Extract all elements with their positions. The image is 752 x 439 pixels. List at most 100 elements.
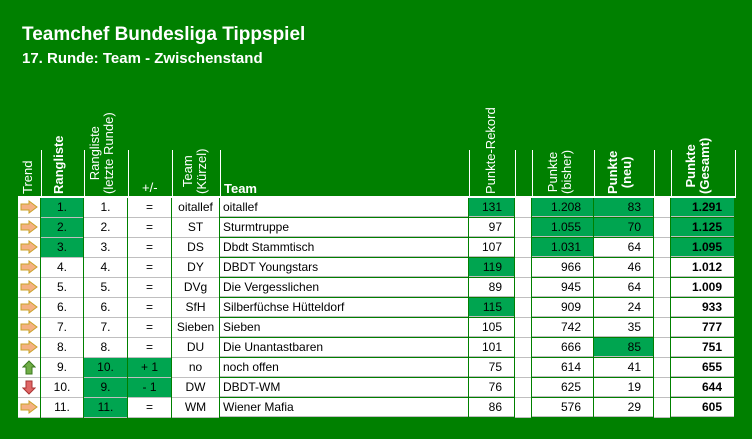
spacer-cell — [515, 398, 531, 418]
points-bisher-cell: 945 — [532, 278, 593, 297]
header-team: Team — [224, 181, 257, 196]
rekord-cell: 131 — [469, 198, 514, 217]
arrow-right-icon — [18, 200, 40, 214]
trend-cell — [18, 378, 40, 398]
arrow-right-icon — [18, 340, 40, 354]
spacer-cell — [654, 338, 670, 358]
rank-cell: 2. — [41, 218, 83, 238]
header-separator — [594, 150, 595, 196]
diff-cell: = — [128, 298, 171, 318]
trend-cell — [18, 238, 40, 258]
rekord-cell: 119 — [469, 258, 514, 277]
header-neu: Punkte (neu) — [605, 150, 634, 194]
table-row: 7. 7. = Sieben Sieben 105 742 35 777 — [18, 318, 734, 338]
arrow-right-icon — [18, 280, 40, 294]
last-rank-cell: 1. — [84, 198, 127, 218]
diff-cell: - 1 — [128, 378, 171, 398]
rank-cell: 5. — [41, 278, 83, 298]
points-bisher-cell: 966 — [532, 258, 593, 277]
trend-cell — [18, 198, 40, 218]
last-rank-cell: 8. — [84, 338, 127, 358]
spacer-cell — [515, 218, 531, 238]
team-name-cell: Die Vergesslichen — [220, 278, 468, 297]
header-team-short: Team (Kürzel) — [180, 148, 209, 194]
rank-cell: 9. — [41, 358, 83, 378]
header-separator — [654, 150, 655, 196]
rank-cell: 11. — [41, 398, 83, 418]
rekord-cell: 89 — [469, 278, 514, 297]
points-bisher-cell: 666 — [532, 338, 593, 357]
diff-cell: = — [128, 278, 171, 298]
points-bisher-cell: 625 — [532, 378, 593, 397]
diff-cell: = — [128, 238, 171, 258]
rekord-cell: 107 — [469, 238, 514, 257]
trend-cell — [18, 358, 40, 378]
points-bisher-cell: 1.208 — [532, 198, 593, 217]
table-row: 9. 10. + 1 no noch offen 75 614 41 655 — [18, 358, 734, 378]
last-rank-cell: 5. — [84, 278, 127, 298]
page-subtitle: 17. Runde: Team - Zwischenstand — [22, 50, 263, 67]
spacer-cell — [654, 358, 670, 378]
diff-cell: = — [128, 338, 171, 358]
header-separator — [469, 150, 470, 196]
team-name-cell: Dbdt Stammtisch — [220, 238, 468, 257]
header-separator — [41, 150, 42, 196]
arrow-right-icon — [18, 260, 40, 274]
header-gesamt: Punkte (Gesamt) — [683, 137, 712, 194]
table-row: 2. 2. = ST Sturmtruppe 97 1.055 70 1.125 — [18, 218, 734, 238]
header-separator — [172, 150, 173, 196]
table-row: 8. 8. = DU Die Unantastbaren 101 666 85 751 — [18, 338, 734, 358]
table-row: 6. 6. = SfH Silberfüchse Hütteldorf 115 909 24 9… — [18, 298, 734, 318]
page-title: Teamchef Bundesliga Tippspiel — [22, 24, 306, 45]
team-name-cell: DBDT-WM — [220, 378, 468, 397]
team-name-cell: oitallef — [220, 198, 468, 217]
points-neu-cell: 64 — [594, 238, 653, 257]
trend-cell — [18, 278, 40, 298]
trend-cell — [18, 398, 40, 418]
arrow-right-icon — [18, 400, 40, 414]
header-separator — [735, 150, 736, 196]
team-short-cell: SfH — [172, 298, 219, 318]
last-rank-cell: 2. — [84, 218, 127, 238]
team-name-cell: noch offen — [220, 358, 468, 377]
points-neu-cell: 24 — [594, 298, 653, 317]
points-neu-cell: 29 — [594, 398, 653, 417]
arrow-down-icon — [18, 380, 40, 395]
rekord-cell: 86 — [469, 398, 514, 417]
header-trend: Trend — [20, 160, 35, 194]
spacer-cell — [515, 358, 531, 378]
last-rank-cell: 3. — [84, 238, 127, 258]
table-row: 11. 11. = WM Wiener Mafia 86 576 29 605 — [18, 398, 734, 418]
spacer-cell — [515, 378, 531, 398]
header-rekord: Punkte-Rekord — [483, 107, 498, 194]
points-gesamt-cell: 655 — [671, 358, 734, 377]
points-gesamt-cell: 1.095 — [671, 238, 734, 257]
rank-cell: 1. — [41, 198, 83, 218]
rank-cell: 7. — [41, 318, 83, 338]
team-name-cell: Silberfüchse Hütteldorf — [220, 298, 468, 317]
last-rank-cell: 10. — [84, 358, 127, 378]
spacer-cell — [654, 378, 670, 398]
spacer-cell — [515, 298, 531, 318]
spacer-cell — [654, 298, 670, 318]
team-short-cell: oitallef — [172, 198, 219, 218]
trend-cell — [18, 258, 40, 278]
header-rule — [18, 196, 736, 198]
points-neu-cell: 70 — [594, 218, 653, 237]
points-gesamt-cell: 1.009 — [671, 278, 734, 297]
arrow-right-icon — [18, 220, 40, 234]
spacer-cell — [515, 318, 531, 338]
table-row: 10. 9. - 1 DW DBDT-WM 76 625 19 644 — [18, 378, 734, 398]
points-neu-cell: 19 — [594, 378, 653, 397]
points-neu-cell: 85 — [594, 338, 653, 357]
points-neu-cell: 35 — [594, 318, 653, 337]
rekord-cell: 75 — [469, 358, 514, 377]
points-gesamt-cell: 751 — [671, 338, 734, 357]
spacer-cell — [515, 258, 531, 278]
header-plusminus: +/- — [142, 180, 158, 195]
rekord-cell: 115 — [469, 298, 514, 317]
table-row: 5. 5. = DVg Die Vergesslichen 89 945 64 1.009 — [18, 278, 734, 298]
rekord-cell: 97 — [469, 218, 514, 237]
diff-cell: = — [128, 218, 171, 238]
trend-cell — [18, 218, 40, 238]
